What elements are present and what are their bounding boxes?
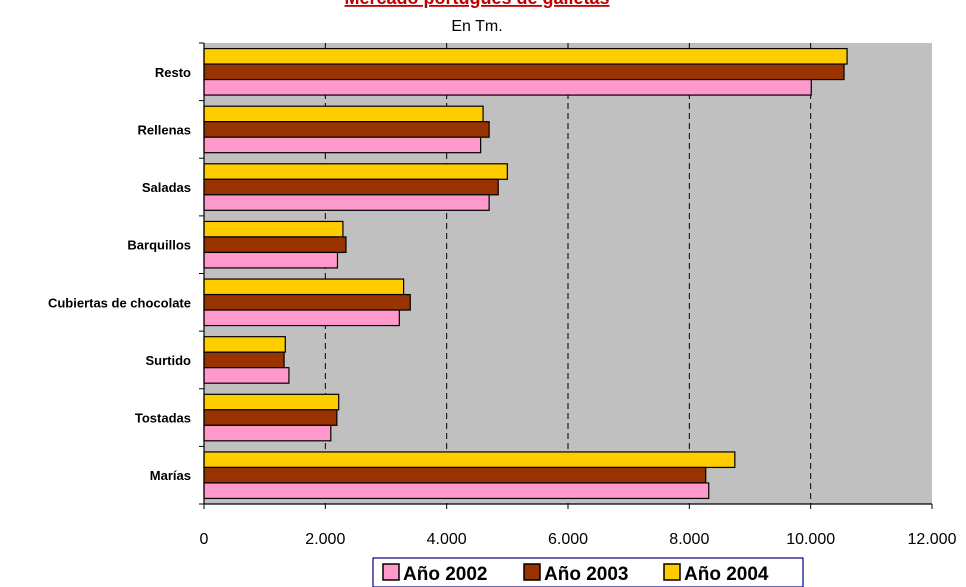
x-tick-label: 6.000 xyxy=(548,531,588,548)
x-tick-label: 4.000 xyxy=(427,531,467,548)
bar xyxy=(203,105,484,123)
bar xyxy=(203,409,338,426)
bar xyxy=(203,451,736,469)
category-label: Rellenas xyxy=(138,122,191,137)
legend-swatch xyxy=(523,563,541,581)
bars-group xyxy=(203,47,848,500)
legend-label: Año 2002 xyxy=(403,564,487,585)
bar xyxy=(203,293,411,311)
legend-swatch xyxy=(382,563,400,581)
bar xyxy=(203,278,405,296)
legend-swatch xyxy=(663,563,681,581)
category-label: Marías xyxy=(150,468,191,483)
legend-label: Año 2003 xyxy=(544,564,628,585)
bar xyxy=(203,466,707,484)
bar xyxy=(203,121,490,138)
category-label: Cubiertas de chocolate xyxy=(48,295,191,310)
bar xyxy=(203,309,400,327)
x-tick-label: 0 xyxy=(200,531,209,548)
chart-subtitle: En Tm. xyxy=(451,18,502,35)
bar xyxy=(203,424,332,442)
bar xyxy=(203,136,482,154)
bar xyxy=(203,178,499,196)
axes-group xyxy=(199,42,933,509)
bar xyxy=(203,367,290,384)
bar xyxy=(203,47,848,65)
legend-box xyxy=(372,557,804,587)
bar xyxy=(203,251,339,269)
bar xyxy=(203,393,340,411)
x-tick-label: 2.000 xyxy=(305,531,345,548)
bar xyxy=(203,482,710,500)
bar xyxy=(203,194,490,211)
bar xyxy=(203,236,347,254)
bar xyxy=(203,163,508,180)
x-tick-label: 8.000 xyxy=(669,531,709,548)
bar xyxy=(203,336,286,353)
bar xyxy=(203,78,812,96)
chart-title: Mercado portugués de galletas xyxy=(344,0,609,8)
bar xyxy=(203,351,285,369)
category-labels: Resto Rellenas Saladas Barquillos Cubiertas … xyxy=(48,65,191,483)
category-label: Tostadas xyxy=(135,411,191,426)
bar xyxy=(203,63,845,81)
bar xyxy=(203,220,344,238)
category-label: Saladas xyxy=(142,180,191,195)
legend-label: Año 2004 xyxy=(684,564,769,585)
category-label: Barquillos xyxy=(127,238,191,253)
x-tick-labels: 0 2.000 4.000 6.000 8.000 10.000 12.000 xyxy=(200,531,957,548)
category-label: Surtido xyxy=(146,353,192,368)
x-tick-label: 10.000 xyxy=(786,531,835,548)
x-tick-label: 12.000 xyxy=(908,531,957,548)
legend: Año 2002 Año 2003 Año 2004 xyxy=(372,557,804,587)
category-label: Resto xyxy=(155,65,191,80)
